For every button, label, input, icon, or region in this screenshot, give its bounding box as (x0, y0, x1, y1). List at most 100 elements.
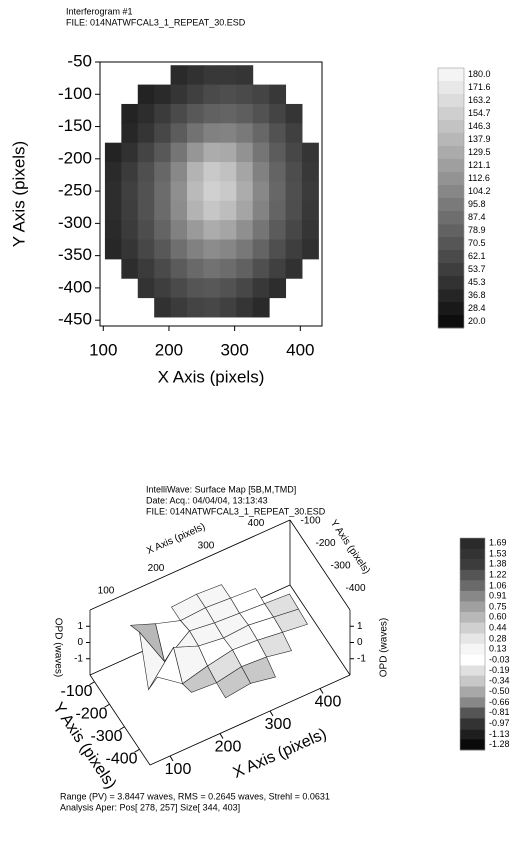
colorbar-label: -0.03 (489, 654, 510, 664)
colorbar-swatch (460, 569, 485, 581)
heat-cell (170, 258, 188, 279)
colorbar-label: 171.6 (468, 82, 491, 92)
heat-cell (121, 181, 139, 202)
colorbar-label: -0.34 (489, 675, 510, 685)
annotation: Analysis Aper: Pos[ 278, 257] Size[ 344,… (60, 802, 240, 812)
heat-cell (137, 162, 155, 182)
heat-cell (269, 103, 287, 124)
colorbar-swatch (460, 654, 485, 666)
colorbar-label: 53.7 (468, 264, 486, 274)
x-tick-label: 300 (220, 340, 248, 359)
box-edge (149, 674, 351, 766)
colorbar-swatch (460, 697, 485, 709)
colorbar-label: 0.13 (489, 643, 507, 653)
heat-cell (301, 162, 319, 182)
x-tick (169, 755, 174, 762)
heat-cell (203, 239, 221, 260)
colorbar-label: 45.3 (468, 277, 486, 287)
heat-cell (269, 162, 287, 182)
heat-cell (203, 297, 221, 318)
heat-cell (170, 278, 188, 299)
chart-title: Date: Acq.: 04/04/04, 13:13:43 (146, 495, 268, 505)
heat-cell (187, 220, 204, 241)
heat-cell (219, 181, 237, 202)
heat-cell (137, 258, 155, 279)
colorbar-label: 163.2 (468, 95, 491, 105)
x-tick-label: 200 (215, 739, 242, 756)
heat-cell (269, 84, 287, 105)
heat-cell (236, 162, 254, 182)
colorbar-swatch (438, 315, 464, 329)
heat-cell (269, 142, 287, 163)
box-edge (289, 584, 351, 676)
colorbar-label: -0.19 (489, 665, 510, 675)
y-tick-label: -100 (60, 683, 92, 700)
heat-cell (187, 103, 204, 124)
heat-cell (236, 239, 254, 260)
colorbar-label: 0.28 (489, 633, 507, 643)
heat-cell (285, 123, 303, 144)
x-tick (319, 688, 324, 694)
colorbar-label: 78.9 (468, 225, 486, 235)
heat-cell (137, 200, 155, 221)
colorbar-label: 137.9 (468, 134, 491, 144)
heat-cell (104, 200, 122, 221)
heat-cell (203, 200, 221, 221)
heat-cell (203, 103, 221, 124)
heat-cell (203, 258, 221, 279)
colorbar-swatch (460, 548, 485, 560)
heat-cell (219, 162, 237, 182)
colorbar-label: 36.8 (468, 290, 486, 300)
heat-cell (236, 181, 254, 202)
colorbar-label: 0.75 (489, 601, 507, 611)
y-axis-label: Y Axis (pixels) (9, 141, 28, 247)
heat-cell (219, 84, 237, 105)
heat-cell (154, 278, 172, 299)
heat-cell (170, 103, 188, 124)
heat-cell (236, 142, 254, 163)
heat-cell (203, 84, 221, 105)
heat-cell (219, 65, 237, 86)
colorbar-label: 146.3 (468, 121, 491, 131)
heat-cell (154, 84, 172, 105)
heat-cell (269, 181, 287, 202)
x-tick-label: 100 (89, 340, 117, 359)
y-tick-label: -350 (58, 245, 92, 264)
colorbar-swatch (460, 675, 485, 687)
colorbar-label: 0.91 (489, 591, 507, 601)
colorbar-label: 180.0 (468, 69, 491, 79)
x-tick-label: 100 (165, 761, 192, 778)
heat-cell (121, 239, 139, 260)
heat-cell (285, 258, 303, 279)
heat-cell (285, 239, 303, 260)
colorbar-label: 154.7 (468, 108, 491, 118)
colorbar-label: 129.5 (468, 147, 491, 157)
heat-cell (252, 181, 270, 202)
heat-cell (137, 181, 155, 202)
y-tick (89, 681, 95, 686)
colorbar-swatch (438, 250, 464, 264)
heat-cell (203, 65, 221, 86)
colorbar-label: 104.2 (468, 186, 491, 196)
y-tick (104, 703, 110, 708)
colorbar-label: 28.4 (468, 303, 486, 313)
y-tick-label: -300 (58, 213, 92, 232)
heat-cell (269, 200, 287, 221)
heat-cell (219, 123, 237, 144)
heat-cell (203, 220, 221, 241)
colorbar-swatch (438, 275, 464, 290)
x-tick-label: 400 (315, 694, 342, 711)
heat-cell (104, 142, 122, 163)
heat-cell (285, 103, 303, 124)
x-tick-label: 300 (198, 541, 215, 552)
colorbar-swatch (460, 601, 485, 613)
colorbar-label: 1.06 (489, 580, 507, 590)
heat-cell (170, 162, 188, 182)
heat-cell (236, 65, 254, 86)
heat-cell (252, 239, 270, 260)
y-tick-label: -400 (345, 583, 365, 594)
heat-cell (137, 142, 155, 163)
colorbar-label: -0.97 (489, 718, 510, 728)
heat-cell (154, 200, 172, 221)
x-axis-label: X Axis (pixels) (231, 726, 330, 782)
